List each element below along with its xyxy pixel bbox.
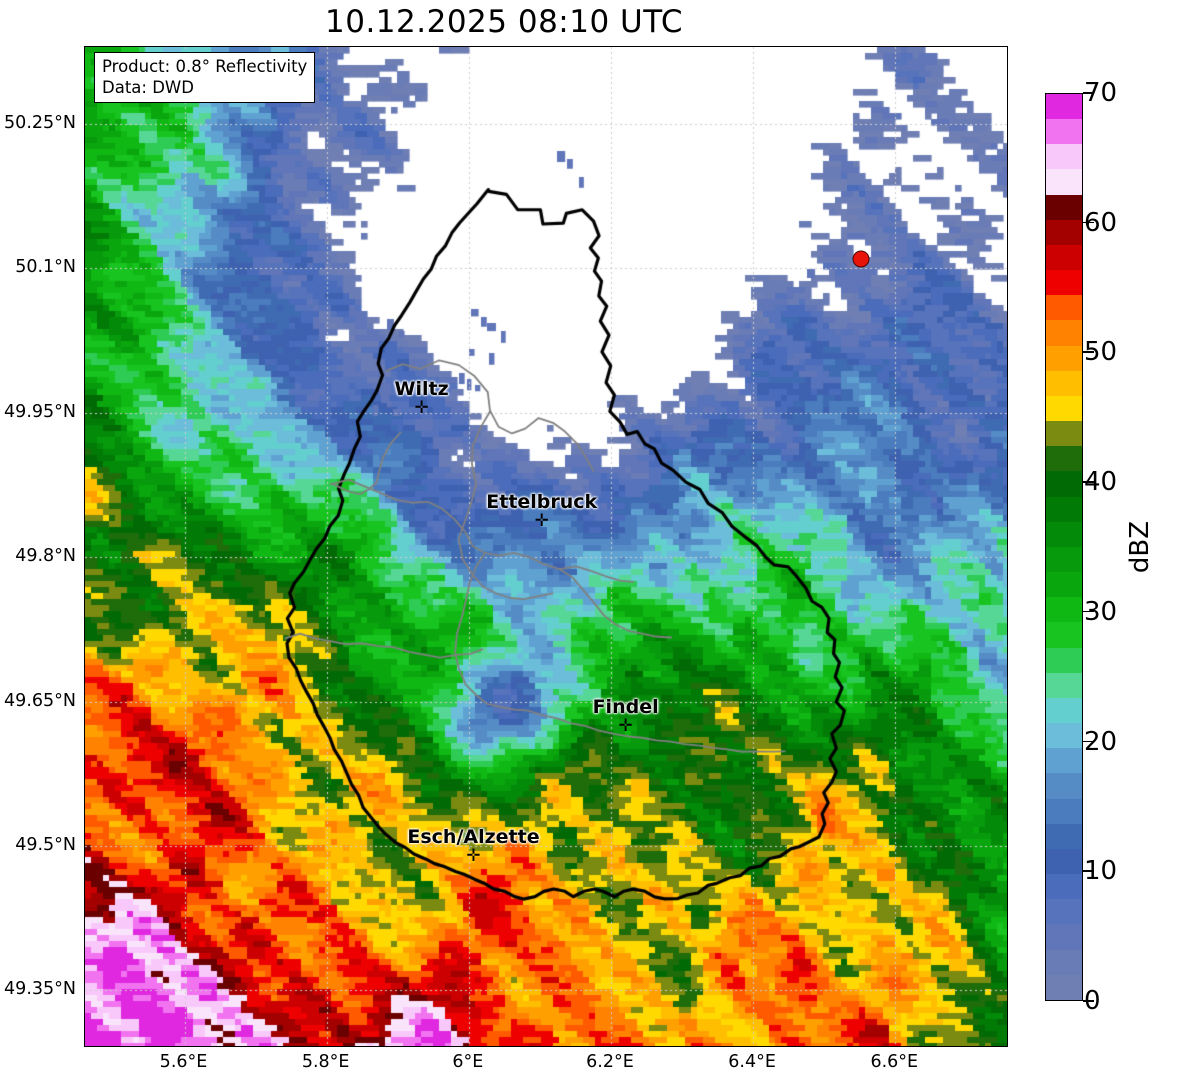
colorbar-band-6 bbox=[1046, 823, 1082, 849]
colorbar-band-14 bbox=[1046, 622, 1082, 648]
colorbar-band-15 bbox=[1046, 597, 1082, 623]
colorbar-band-18 bbox=[1046, 521, 1082, 547]
colorbar-band-28 bbox=[1046, 270, 1082, 296]
y-axis-tick-50.25°N: 50.25°N bbox=[4, 113, 76, 133]
colorbar-band-22 bbox=[1046, 421, 1082, 447]
x-axis-tick-6.6°E: 6.6°E bbox=[870, 1052, 919, 1072]
colorbar-band-1 bbox=[1046, 949, 1082, 975]
colorbar-band-29 bbox=[1046, 244, 1082, 271]
colorbar-band-31 bbox=[1046, 194, 1082, 220]
colorbar-band-34 bbox=[1046, 118, 1082, 145]
colorbar-band-11 bbox=[1046, 697, 1082, 724]
colorbar-band-3 bbox=[1046, 899, 1082, 925]
colorbar-tickmark-0 bbox=[1083, 1000, 1094, 1002]
colorbar-band-0 bbox=[1046, 974, 1082, 1000]
colorbar-band-30 bbox=[1046, 219, 1082, 245]
colorbar-tickmark-10 bbox=[1083, 870, 1094, 872]
colorbar-tickmark-60 bbox=[1083, 221, 1094, 224]
colorbar-tickmark-30 bbox=[1083, 610, 1094, 613]
legend-data-line: Data: DWD bbox=[102, 78, 194, 97]
y-axis-tick-49.95°N: 49.95°N bbox=[4, 401, 76, 422]
y-axis-tick-49.8°N: 49.8°N bbox=[15, 546, 76, 567]
y-axis-tick-49.5°N: 49.5°N bbox=[15, 834, 76, 855]
x-axis-tick-6°E: 6°E bbox=[452, 1052, 484, 1072]
y-axis-tick-50.1°N: 50.1°N bbox=[15, 257, 76, 278]
geography-overlay-layer bbox=[85, 47, 1007, 1046]
radar-map-plot[interactable] bbox=[84, 46, 1008, 1047]
colorbar-tickmark-20 bbox=[1083, 740, 1094, 743]
x-axis-tick-6.4°E: 6.4°E bbox=[728, 1052, 776, 1072]
colorbar-band-2 bbox=[1046, 924, 1082, 950]
page-title: 10.12.2025 08:10 UTC bbox=[325, 4, 683, 40]
colorbar-unit-label: dBZ bbox=[1125, 520, 1155, 574]
colorbar-band-24 bbox=[1046, 370, 1082, 396]
colorbar-band-26 bbox=[1046, 320, 1082, 346]
x-axis-tick-5.6°E: 5.6°E bbox=[159, 1052, 208, 1072]
x-axis-tick-5.8°E: 5.8°E bbox=[301, 1052, 350, 1072]
colorbar-band-35 bbox=[1046, 94, 1082, 119]
colorbar-band-9 bbox=[1046, 748, 1082, 774]
colorbar-band-23 bbox=[1046, 395, 1082, 422]
product-info-box: Product: 0.8° Reflectivity Data: DWD bbox=[94, 52, 316, 103]
colorbar-band-10 bbox=[1046, 723, 1082, 749]
colorbar-band-13 bbox=[1046, 647, 1082, 673]
colorbar-band-17 bbox=[1046, 546, 1082, 573]
colorbar-band-4 bbox=[1046, 874, 1082, 900]
radar-site-icon[interactable] bbox=[852, 250, 870, 268]
colorbar-band-21 bbox=[1046, 446, 1082, 472]
colorbar-band-25 bbox=[1046, 345, 1082, 371]
colorbar-band-19 bbox=[1046, 496, 1082, 522]
colorbar-tickmark-50 bbox=[1083, 351, 1094, 354]
colorbar-band-33 bbox=[1046, 144, 1082, 170]
colorbar-band-16 bbox=[1046, 572, 1082, 598]
colorbar-band-7 bbox=[1046, 798, 1082, 824]
colorbar-band-5 bbox=[1046, 848, 1082, 875]
colorbar-band-32 bbox=[1046, 169, 1082, 195]
x-axis-tick-6.2°E: 6.2°E bbox=[586, 1052, 634, 1072]
colorbar-tickmark-70 bbox=[1083, 92, 1094, 94]
y-axis-tick-49.35°N: 49.35°N bbox=[4, 979, 76, 1000]
legend-product-line: Product: 0.8° Reflectivity bbox=[102, 57, 308, 76]
colorbar[interactable] bbox=[1045, 93, 1083, 1001]
colorbar-band-8 bbox=[1046, 773, 1082, 799]
colorbar-band-27 bbox=[1046, 295, 1082, 321]
colorbar-band-20 bbox=[1046, 471, 1082, 497]
colorbar-band-12 bbox=[1046, 672, 1082, 698]
y-axis-tick-49.65°N: 49.65°N bbox=[4, 690, 76, 711]
colorbar-tickmark-40 bbox=[1083, 481, 1094, 483]
